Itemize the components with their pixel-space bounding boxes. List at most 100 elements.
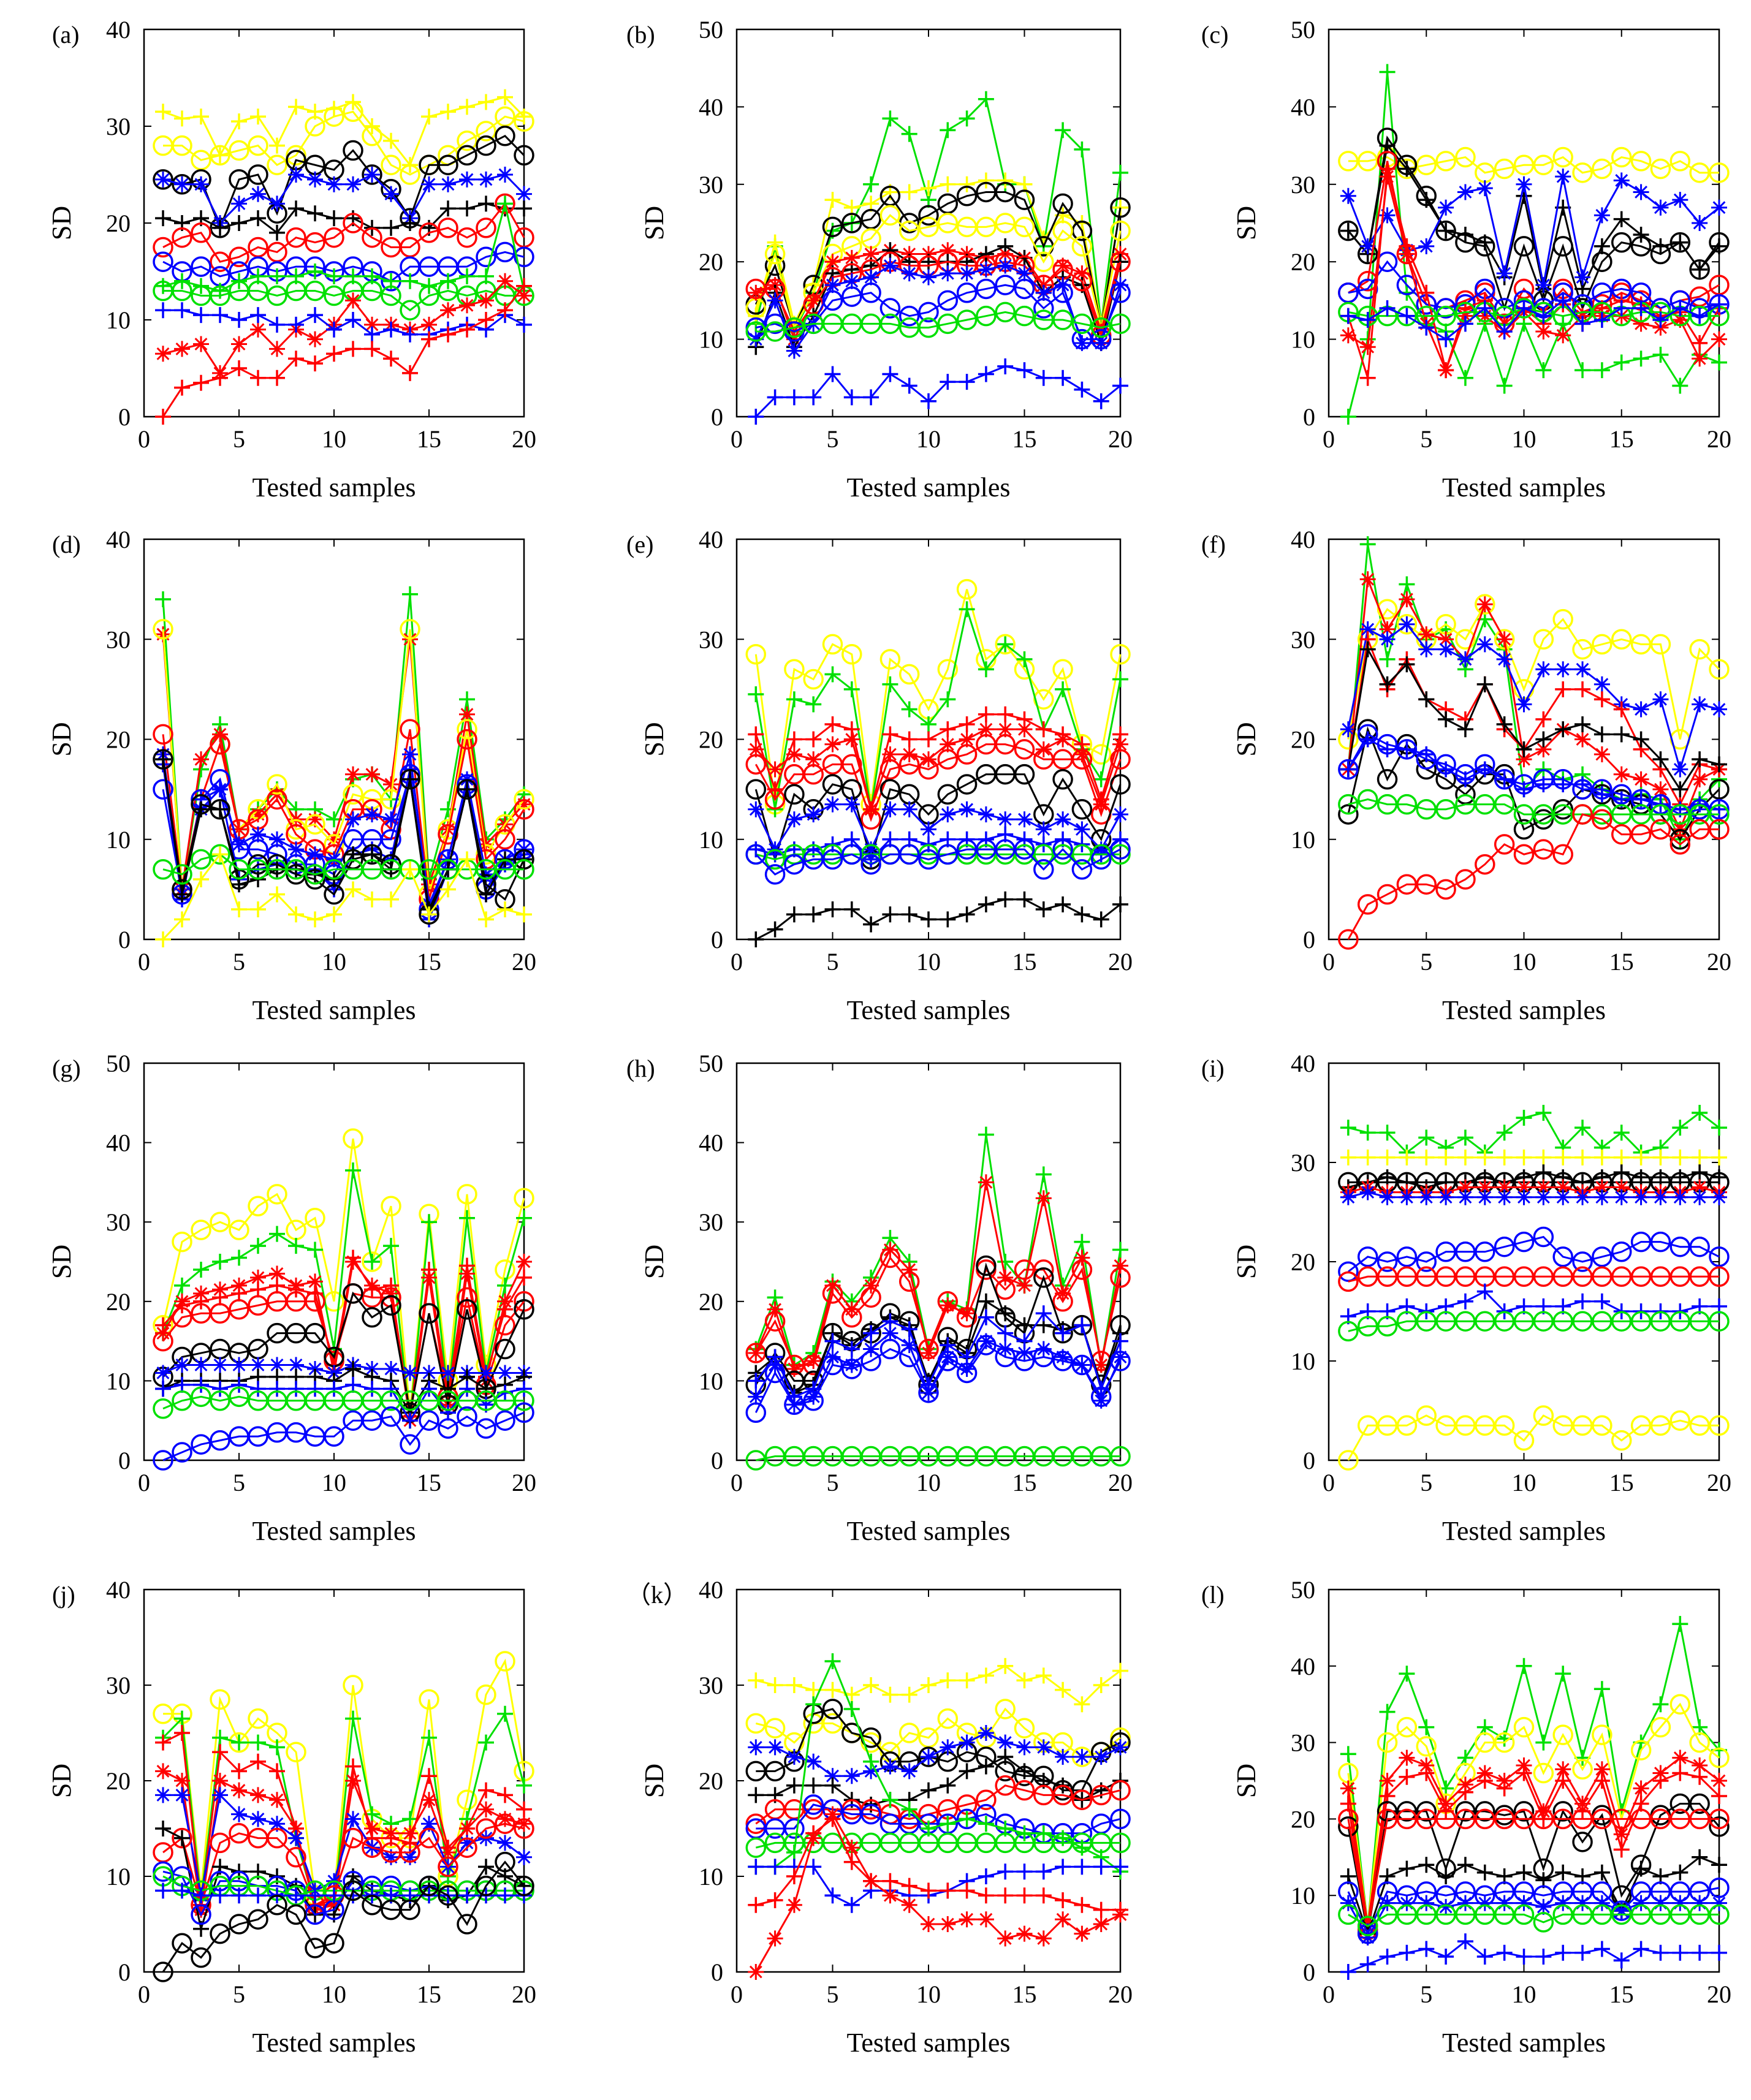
data-point — [1692, 1179, 1708, 1196]
data-point — [1574, 1293, 1591, 1310]
data-point — [495, 1410, 515, 1431]
data-point — [1593, 676, 1610, 692]
data-point — [1650, 1904, 1671, 1925]
data-point — [1074, 1249, 1090, 1266]
data-point — [843, 1854, 860, 1870]
data-point — [307, 1381, 323, 1397]
data-point — [478, 171, 494, 188]
data-point — [269, 1792, 285, 1808]
series-black-plus — [155, 195, 532, 241]
data-point — [1613, 726, 1630, 743]
data-point — [863, 1341, 879, 1357]
series-yellow-circle — [745, 578, 1131, 815]
data-point — [940, 806, 956, 822]
x-tick-label: 10 — [322, 425, 346, 453]
data-point — [307, 263, 323, 279]
data-point — [267, 154, 287, 175]
data-point — [155, 346, 171, 362]
data-point — [305, 814, 325, 835]
data-point — [1709, 779, 1730, 800]
data-point — [440, 200, 456, 217]
data-point — [402, 1825, 418, 1841]
x-axis-title: Tested samples — [847, 1516, 1011, 1546]
data-point — [1455, 1415, 1476, 1436]
data-point — [1110, 251, 1131, 272]
data-point — [786, 1777, 802, 1794]
data-point — [231, 1734, 247, 1751]
data-point — [901, 1686, 917, 1703]
data-point — [1338, 1816, 1359, 1837]
data-point — [1652, 1149, 1669, 1166]
data-point — [1535, 1164, 1552, 1181]
series-line — [755, 1311, 1122, 1398]
data-point — [1435, 1241, 1456, 1262]
x-tick-label: 10 — [1512, 948, 1536, 976]
data-point — [421, 1381, 437, 1397]
data-point — [940, 1297, 956, 1314]
data-point — [324, 106, 344, 127]
data-point — [995, 275, 1016, 295]
data-point — [786, 1677, 802, 1693]
data-point — [745, 1837, 767, 1858]
x-tick-label: 0 — [1323, 425, 1335, 453]
data-point — [1535, 776, 1552, 792]
data-point — [362, 280, 382, 301]
data-point — [1377, 1808, 1398, 1830]
data-point — [514, 1299, 534, 1320]
y-tick-label: 30 — [106, 626, 131, 653]
data-point — [497, 901, 513, 918]
data-point — [1572, 1266, 1593, 1287]
data-point — [1672, 300, 1688, 317]
data-point — [210, 1390, 230, 1411]
data-point — [305, 1291, 325, 1312]
data-point — [1611, 146, 1632, 168]
x-tick-label: 10 — [322, 948, 346, 976]
data-point — [843, 1897, 860, 1913]
data-point — [1435, 1311, 1456, 1332]
data-point — [212, 1254, 228, 1270]
data-point — [402, 1412, 418, 1429]
data-point — [1630, 804, 1652, 825]
data-point — [1399, 1666, 1415, 1682]
data-point — [978, 806, 994, 822]
data-point — [1513, 1231, 1535, 1253]
data-point — [1399, 238, 1415, 254]
data-point — [250, 210, 266, 227]
data-point — [1035, 1667, 1052, 1684]
data-point — [457, 145, 477, 166]
data-point — [1692, 1105, 1708, 1121]
data-point — [1652, 781, 1669, 798]
data-point — [345, 292, 361, 309]
data-point — [1112, 1349, 1128, 1365]
data-point — [1093, 1392, 1109, 1409]
data-point — [307, 205, 323, 222]
data-point — [805, 389, 822, 406]
data-point — [824, 277, 841, 294]
data-point — [1055, 1892, 1071, 1908]
data-point — [383, 891, 399, 908]
y-tick-label: 30 — [699, 1672, 723, 1699]
data-point — [1652, 1895, 1669, 1911]
data-point — [1359, 370, 1376, 386]
data-point — [748, 1373, 764, 1389]
y-tick-label: 30 — [699, 626, 723, 653]
x-tick-label: 10 — [1512, 1469, 1536, 1496]
data-point — [155, 1882, 171, 1899]
data-point — [1650, 1808, 1671, 1830]
data-point — [364, 167, 380, 183]
data-point — [1611, 804, 1632, 825]
data-point — [1074, 1317, 1090, 1333]
data-point — [901, 1878, 917, 1894]
data-point — [288, 1830, 304, 1846]
data-point — [978, 261, 994, 278]
data-point — [1399, 656, 1415, 673]
data-point — [921, 180, 936, 197]
data-point — [402, 215, 418, 231]
data-point — [248, 1708, 268, 1729]
data-point — [1090, 328, 1112, 350]
data-point — [978, 721, 994, 738]
data-point — [326, 1381, 342, 1397]
data-point — [824, 1349, 841, 1365]
